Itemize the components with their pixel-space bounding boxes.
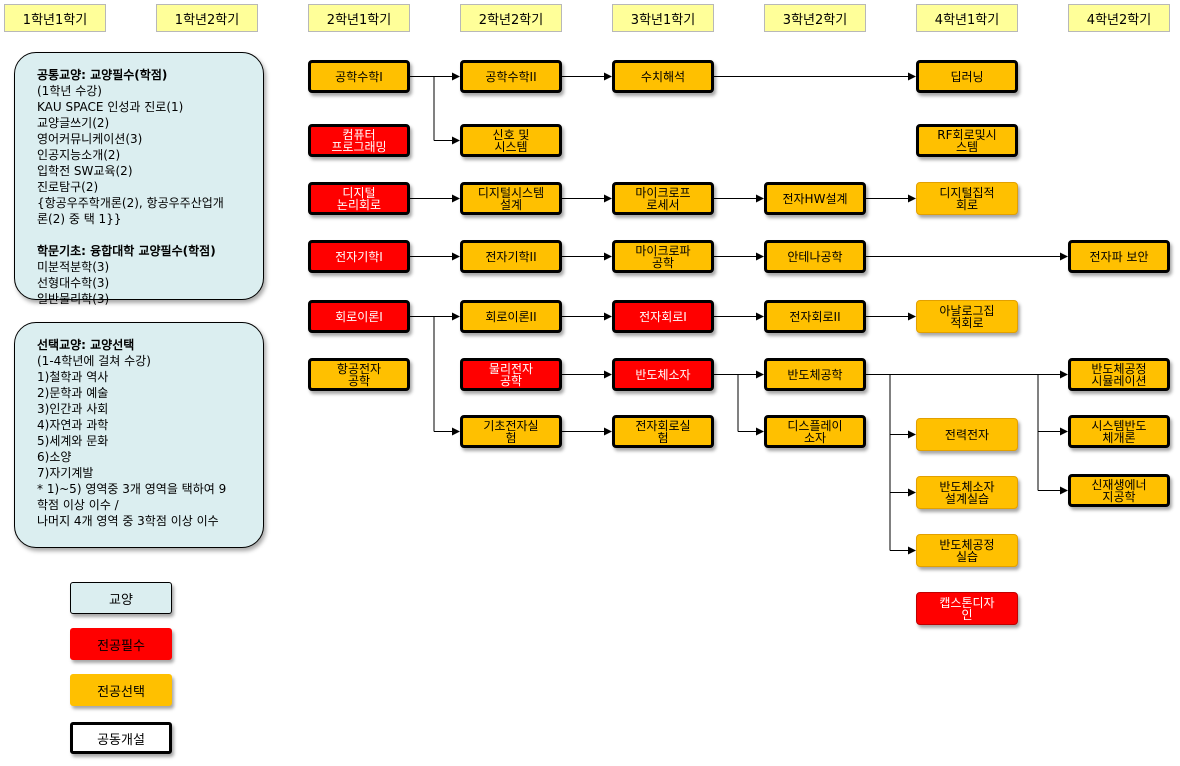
course-c24: 물리전자 공학 [460,358,562,391]
course-c23: 항공전자 공학 [308,358,410,391]
course-c25: 반도체소자 [612,358,714,391]
panel-line: 1)철학과 역사 [37,370,109,384]
semester-header-4: 2학년2학기 [460,4,562,32]
panel-heading: 학문기초: 융합대학 교양필수(학점) [37,244,216,258]
panel-line: (1-4학년에 걸쳐 수강) [37,354,151,368]
course-c6: 신호 및 시스템 [460,124,562,157]
course-c20: 전자회로I [612,300,714,333]
legend-item-2: 전공필수 [70,628,172,660]
panel-heading: 선택교양: 교양선택 [37,338,135,352]
course-c30: 디스플레이 소자 [764,415,866,448]
course-c26: 반도체공학 [764,358,866,391]
panel-line: 영어커뮤니케이션(3) [37,132,143,146]
course-c7: RF회로및시 스템 [916,124,1018,157]
course-c36: 캡스톤디자 인 [916,592,1018,625]
course-c28: 기초전자실 험 [460,415,562,448]
course-c18: 회로이론I [308,300,410,333]
course-c14: 전자기학II [460,240,562,273]
semester-header-5: 3학년1학기 [612,4,714,32]
legend-item-3: 전공선택 [70,674,172,706]
legend-item-4: 공동개설 [70,722,172,754]
course-c11: 전자HW설계 [764,182,866,215]
panel-line: * 1)~5) 영역중 3개 영역을 택하여 9 [37,482,227,496]
general-education-elective-panel: 선택교양: 교양선택 (1-4학년에 걸쳐 수강) 1)철학과 역사 2)문학과 예술… [14,322,264,548]
panel-line: 3)인간과 사회 [37,402,109,416]
panel-line: 일반물리학(3) [37,292,110,306]
semester-header-7: 4학년1학기 [916,4,1018,32]
panel-line: 인공지능소개(2) [37,148,121,162]
semester-header-6: 3학년2학기 [764,4,866,32]
panel-line: 7)자기계발 [37,466,94,480]
course-c21: 전자회로II [764,300,866,333]
semester-header-2: 1학년2학기 [156,4,258,32]
panel-line: 6)소양 [37,450,72,464]
course-c17: 전자파 보안 [1068,240,1170,273]
panel-line: KAU SPACE 인성과 진로(1) [37,100,184,114]
semester-header-1: 1학년1학기 [4,4,106,32]
course-c16: 안테나공학 [764,240,866,273]
panel-line: 선형대수학(3) [37,276,110,290]
course-c31: 전력전자 [916,418,1018,451]
course-c19: 회로이론II [460,300,562,333]
course-c15: 마이크로파 공학 [612,240,714,273]
course-c9: 디지털시스템 설계 [460,182,562,215]
course-c27: 반도체공정 시뮬레이션 [1068,358,1170,391]
panel-line: 진로탐구(2) [37,180,99,194]
course-c22: 아날로그집 적회로 [916,300,1018,333]
panel-line: {항공우주학개론(2), 항공우주산업개 [37,196,224,210]
panel-line: 4)자연과 과학 [37,418,109,432]
panel-line: 학점 이상 이수 / [37,498,119,512]
course-c3: 수치해석 [612,60,714,93]
course-c8: 디지털 논리회로 [308,182,410,215]
course-c1: 공학수학I [308,60,410,93]
general-education-required-panel: 공통교양: 교양필수(학점) (1학년 수강) KAU SPACE 인성과 진로(1… [14,52,264,306]
legend-item-1: 교양 [70,582,172,614]
course-c13: 전자기학I [308,240,410,273]
course-c2: 공학수학II [460,60,562,93]
course-c4: 딥러닝 [916,60,1018,93]
course-c35: 반도체공정 실습 [916,534,1018,567]
panel-line: 나머지 4개 영역 중 3학점 이상 이수 [37,514,219,528]
panel-line: 미분적분학(3) [37,260,110,274]
panel-line: 2)문학과 예술 [37,386,109,400]
course-c34: 신재생에너 지공학 [1068,474,1170,507]
panel-line: 입학전 SW교육(2) [37,164,133,178]
panel-line: (1학년 수강) [37,84,102,98]
course-c33: 반도체소자 설계실습 [916,476,1018,509]
semester-header-8: 4학년2학기 [1068,4,1170,32]
course-c32: 시스템반도 체개론 [1068,415,1170,448]
course-c5: 컴퓨터 프로그래밍 [308,124,410,157]
course-c29: 전자회로실 험 [612,415,714,448]
semester-header-3: 2학년1학기 [308,4,410,32]
panel-line: 론(2) 중 택 1}} [37,212,122,226]
course-c10: 마이크로프 로세서 [612,182,714,215]
panel-heading: 공통교양: 교양필수(학점) [37,68,168,82]
course-c12: 디지털집적 회로 [916,182,1018,215]
panel-line: 교양글쓰기(2) [37,116,110,130]
panel-line: 5)세계와 문화 [37,434,109,448]
